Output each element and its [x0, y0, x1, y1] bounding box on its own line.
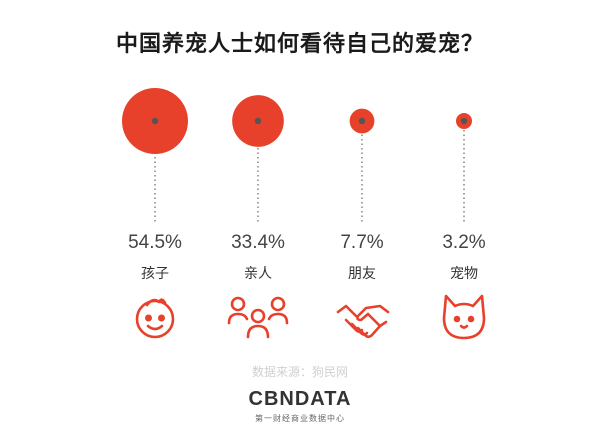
chart-title: 中国养宠人士如何看待自己的爱宠？ [115, 32, 484, 57]
bubble-chart: 54.5% 孩子 33.4% 亲人 7.7% 朋友 3.2% 宠物 [122, 88, 486, 282]
handshake-icon [336, 304, 390, 339]
category-label: 孩子 [141, 266, 169, 282]
category-label: 朋友 [348, 266, 376, 282]
logo-subtitle: 第一财经商业数据中心 [255, 414, 345, 423]
category-label: 宠物 [450, 266, 478, 282]
value-label: 33.4% [231, 232, 285, 253]
family-icon [227, 296, 289, 339]
cat-face-icon [442, 294, 486, 340]
value-label: 54.5% [128, 232, 182, 253]
value-label: 3.2% [442, 232, 485, 253]
bubble-center-dot [460, 117, 468, 125]
value-label: 7.7% [340, 232, 383, 253]
category-label: 亲人 [244, 266, 272, 282]
bubble-center-dot [358, 117, 366, 125]
data-source: 数据来源：狗民网 [251, 365, 348, 379]
child-face-icon [135, 298, 175, 339]
bubble-center-dot [151, 117, 159, 125]
brand-logo: CBNDATA 第一财经商业数据中心 [0, 388, 600, 424]
bubble-center-dot [254, 117, 262, 125]
logo-text: CBNDATA [248, 388, 352, 410]
